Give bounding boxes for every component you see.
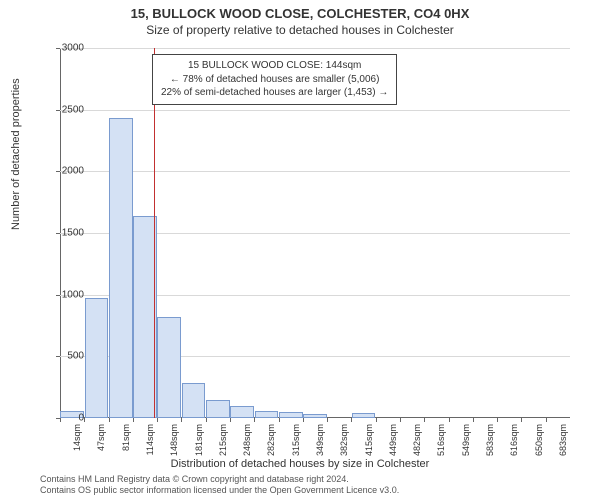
- x-tick-label: 215sqm: [218, 424, 228, 464]
- x-tick-mark: [473, 418, 474, 422]
- x-tick-mark: [230, 418, 231, 422]
- x-tick-mark: [84, 418, 85, 422]
- x-tick-mark: [181, 418, 182, 422]
- x-tick-label: 382sqm: [339, 424, 349, 464]
- x-tick-label: 683sqm: [558, 424, 568, 464]
- histogram-bar: [182, 383, 206, 418]
- chart-subtitle: Size of property relative to detached ho…: [0, 23, 600, 37]
- histogram-bar: [279, 412, 303, 418]
- x-tick-label: 415sqm: [364, 424, 374, 464]
- x-tick-label: 114sqm: [145, 424, 155, 464]
- x-tick-mark: [254, 418, 255, 422]
- x-tick-mark: [206, 418, 207, 422]
- footer-line-1: Contains HM Land Registry data © Crown c…: [40, 474, 399, 485]
- x-tick-mark: [400, 418, 401, 422]
- y-tick-label: 3000: [44, 43, 84, 54]
- x-tick-label: 148sqm: [169, 424, 179, 464]
- x-tick-mark: [157, 418, 158, 422]
- gridline: [60, 48, 570, 49]
- histogram-bar: [206, 400, 230, 419]
- histogram-bar: [255, 411, 279, 418]
- histogram-bar: [85, 298, 109, 418]
- x-tick-label: 315sqm: [291, 424, 301, 464]
- x-tick-label: 81sqm: [121, 424, 131, 464]
- x-tick-label: 650sqm: [534, 424, 544, 464]
- x-tick-mark: [279, 418, 280, 422]
- x-tick-label: 47sqm: [96, 424, 106, 464]
- x-tick-label: 482sqm: [412, 424, 422, 464]
- info-line-3: 22% of semi-detached houses are larger (…: [161, 86, 388, 100]
- y-axis-title: Number of detached properties: [10, 78, 22, 230]
- histogram-bar: [303, 414, 327, 418]
- y-tick-label: 2000: [44, 166, 84, 177]
- x-tick-label: 549sqm: [461, 424, 471, 464]
- histogram-bar: [109, 118, 133, 418]
- y-tick-label: 0: [44, 413, 84, 424]
- x-tick-mark: [109, 418, 110, 422]
- x-tick-mark: [449, 418, 450, 422]
- x-tick-mark: [133, 418, 134, 422]
- x-tick-label: 583sqm: [485, 424, 495, 464]
- gridline: [60, 171, 570, 172]
- x-tick-mark: [546, 418, 547, 422]
- x-tick-mark: [424, 418, 425, 422]
- x-tick-label: 516sqm: [436, 424, 446, 464]
- info-line-1: 15 BULLOCK WOOD CLOSE: 144sqm: [161, 59, 388, 73]
- histogram-bar: [230, 406, 254, 418]
- x-tick-label: 616sqm: [509, 424, 519, 464]
- histogram-bar: [157, 317, 181, 418]
- x-tick-label: 14sqm: [72, 424, 82, 464]
- x-tick-mark: [521, 418, 522, 422]
- attribution-footer: Contains HM Land Registry data © Crown c…: [40, 474, 399, 497]
- info-line-2: ← 78% of detached houses are smaller (5,…: [161, 73, 388, 87]
- y-tick-label: 1000: [44, 289, 84, 300]
- x-tick-mark: [303, 418, 304, 422]
- gridline: [60, 110, 570, 111]
- y-tick-label: 2500: [44, 104, 84, 115]
- x-tick-mark: [376, 418, 377, 422]
- y-tick-label: 1500: [44, 228, 84, 239]
- x-tick-label: 181sqm: [194, 424, 204, 464]
- chart-title-block: 15, BULLOCK WOOD CLOSE, COLCHESTER, CO4 …: [0, 0, 600, 37]
- x-tick-label: 349sqm: [315, 424, 325, 464]
- footer-line-2: Contains OS public sector information li…: [40, 485, 399, 496]
- marker-info-box: 15 BULLOCK WOOD CLOSE: 144sqm← 78% of de…: [152, 54, 397, 105]
- x-tick-mark: [497, 418, 498, 422]
- x-tick-mark: [327, 418, 328, 422]
- x-tick-label: 248sqm: [242, 424, 252, 464]
- plot-area: 15 BULLOCK WOOD CLOSE: 144sqm← 78% of de…: [60, 48, 570, 418]
- x-tick-mark: [351, 418, 352, 422]
- y-tick-label: 500: [44, 351, 84, 362]
- histogram-bar: [352, 413, 376, 418]
- x-tick-label: 282sqm: [266, 424, 276, 464]
- x-tick-label: 449sqm: [388, 424, 398, 464]
- chart-title: 15, BULLOCK WOOD CLOSE, COLCHESTER, CO4 …: [0, 6, 600, 21]
